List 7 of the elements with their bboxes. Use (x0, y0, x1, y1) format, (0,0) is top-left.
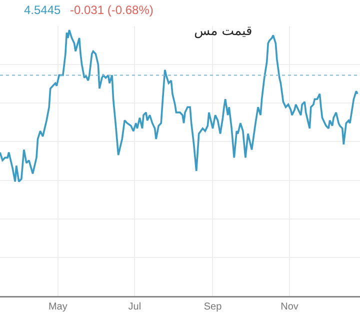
text: -0.031 (-0.68%) (70, 3, 154, 17)
x-tick-label: Nov (280, 302, 298, 312)
x-tick-label: Jul (128, 302, 142, 312)
text: 4.5445 (24, 3, 62, 17)
x-tick-label: Sep (204, 302, 222, 312)
x-tick-label: May (48, 302, 68, 312)
chart-title: قیمت مس (194, 24, 252, 39)
